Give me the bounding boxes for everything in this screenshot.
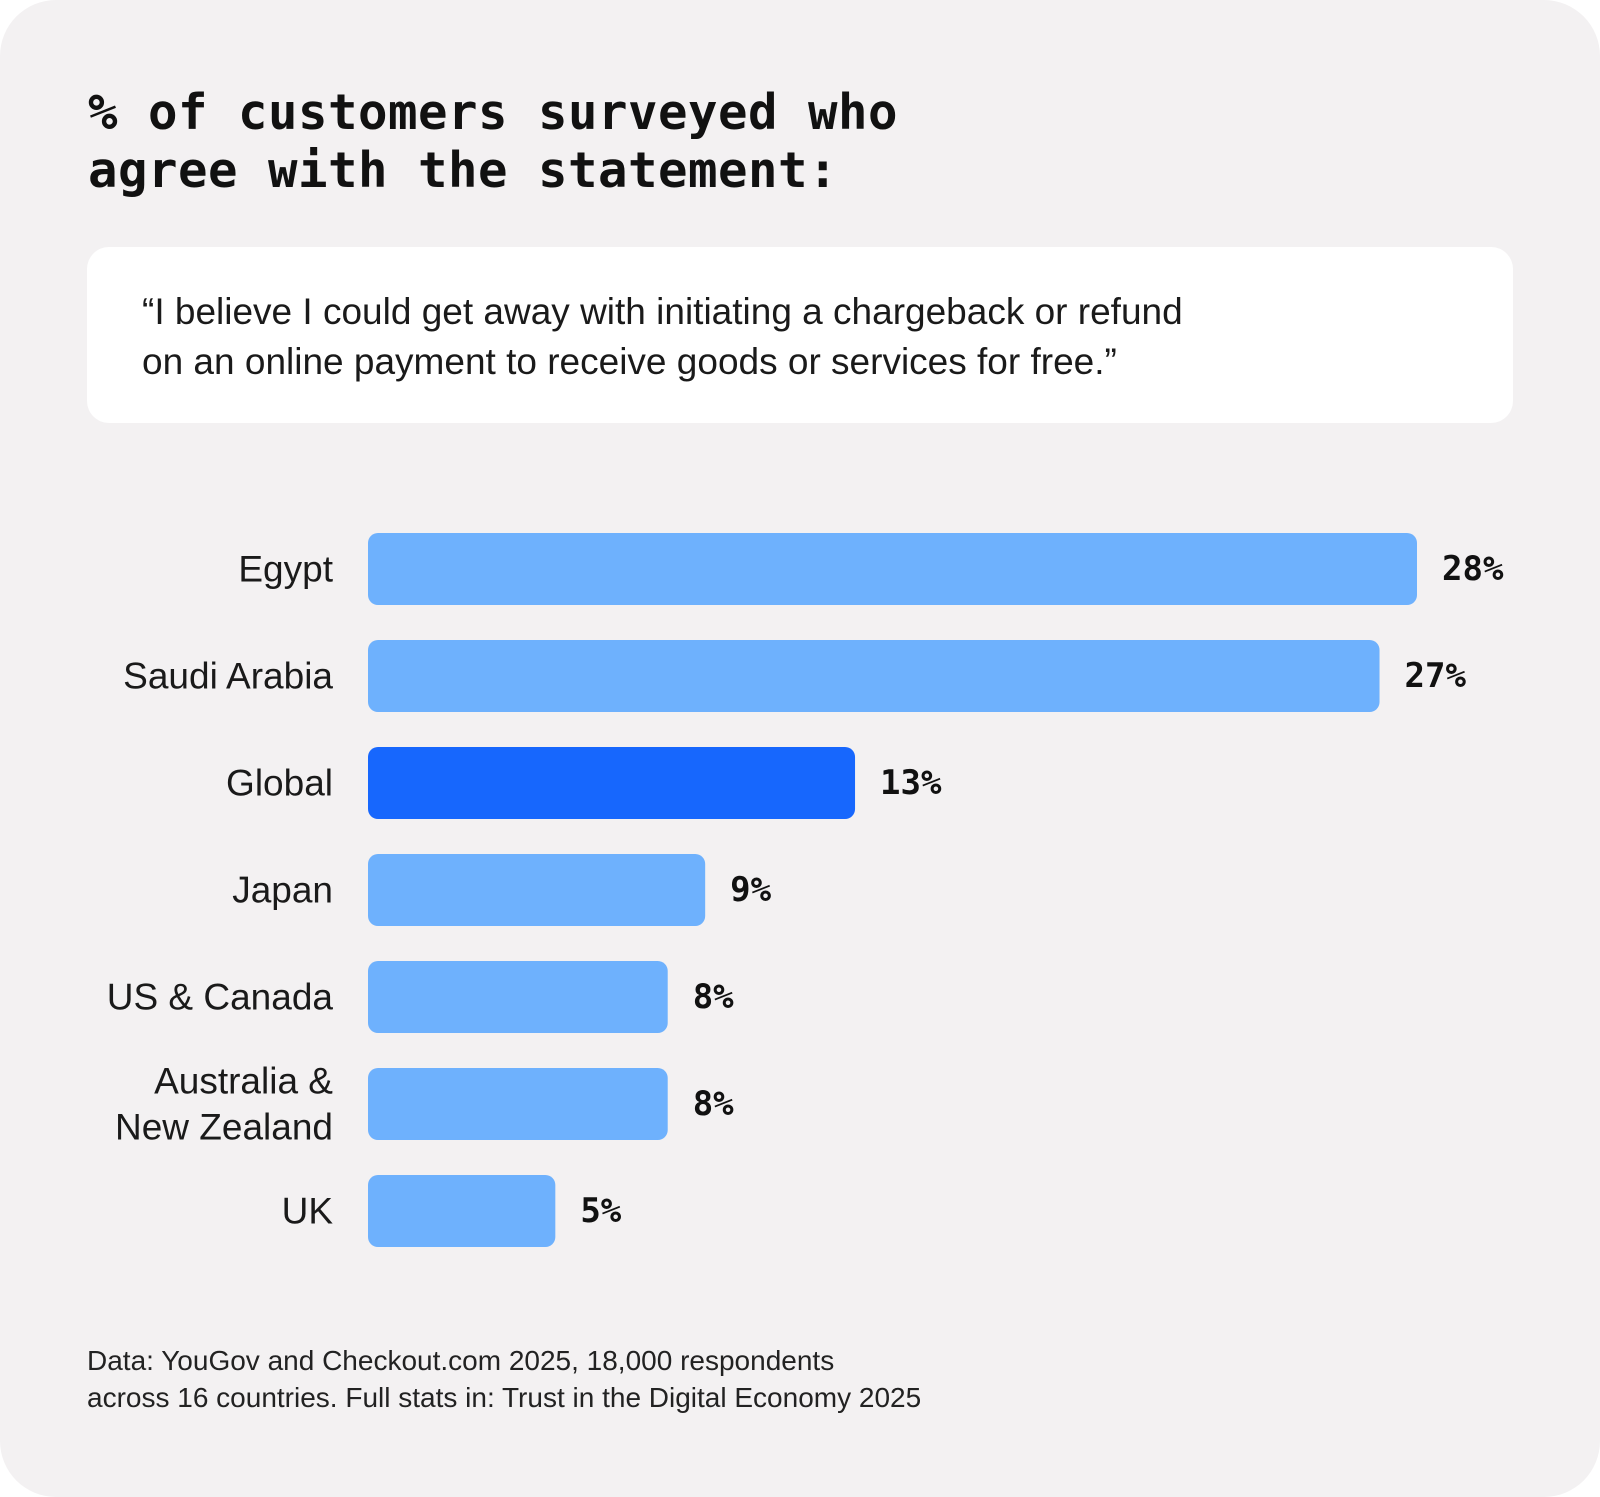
- category-label-line: US & Canada: [107, 977, 334, 1018]
- value-label-us-and-canada: 8%: [693, 977, 734, 1017]
- value-label-egypt: 28%: [1442, 549, 1504, 589]
- category-label-line: UK: [282, 1191, 334, 1232]
- value-label-uk: 5%: [580, 1191, 621, 1231]
- statement-line-2: on an online payment to receive goods or…: [142, 341, 1117, 382]
- category-label-line: New Zealand: [115, 1107, 333, 1148]
- bar-uk: [368, 1175, 556, 1247]
- category-label-global: Global: [226, 763, 333, 804]
- bar-row-japan: Japan 9%: [232, 854, 772, 926]
- data-source-line-2: across 16 countries. Full stats in: Trus…: [87, 1382, 922, 1413]
- bar-row-egypt: Egypt 28%: [238, 533, 1504, 605]
- category-label-japan: Japan: [232, 870, 333, 911]
- data-source-note: Data: YouGov and Checkout.com 2025, 18,0…: [87, 1342, 1387, 1416]
- bar-row-us-and-canada: US & Canada 8%: [107, 961, 734, 1033]
- bar-row-australia-and-new-zealand: Australia & New Zealand 8%: [115, 1061, 734, 1148]
- category-label-line: Global: [226, 763, 333, 804]
- category-label-uk: UK: [282, 1191, 334, 1232]
- category-label-line: Egypt: [238, 549, 333, 590]
- category-label-line: Japan: [232, 870, 333, 911]
- bar-chart: Egypt 28% Saudi Arabia 27% Global 13% Japan 9% U…: [107, 533, 1504, 1247]
- statement-text: “I believe I could get away with initiat…: [142, 287, 1442, 387]
- chart-title-line-2: agree with the statement:: [88, 142, 839, 199]
- bar-row-uk: UK 5%: [282, 1175, 622, 1247]
- statement-box: “I believe I could get away with initiat…: [87, 247, 1513, 423]
- bar-row-global: Global 13%: [226, 747, 942, 819]
- bar-row-saudi-arabia: Saudi Arabia 27%: [123, 640, 1466, 712]
- category-label-egypt: Egypt: [238, 549, 333, 590]
- chart-title: % of customers surveyed who agree with th…: [88, 84, 1088, 200]
- bar-japan: [368, 854, 706, 926]
- bar-saudi-arabia: [368, 640, 1380, 712]
- chart-title-line-1: % of customers surveyed who: [88, 84, 899, 141]
- category-label-saudi-arabia: Saudi Arabia: [123, 656, 333, 697]
- category-label-line: Saudi Arabia: [123, 656, 333, 697]
- bar-egypt: [368, 533, 1417, 605]
- value-label-australia-and-new-zealand: 8%: [693, 1084, 734, 1124]
- statement-line-1: “I believe I could get away with initiat…: [142, 291, 1183, 332]
- bar-global: [368, 747, 856, 819]
- category-label-line: Australia &: [154, 1061, 333, 1102]
- category-label-australia-and-new-zealand: Australia & New Zealand: [115, 1061, 333, 1148]
- data-source-line-1: Data: YouGov and Checkout.com 2025, 18,0…: [87, 1345, 835, 1376]
- category-label-us-and-canada: US & Canada: [107, 977, 334, 1018]
- bar-australia-and-new-zealand: [368, 1068, 668, 1140]
- value-label-japan: 9%: [730, 870, 771, 910]
- bar-us-and-canada: [368, 961, 668, 1033]
- value-label-saudi-arabia: 27%: [1405, 656, 1467, 696]
- value-label-global: 13%: [880, 763, 942, 803]
